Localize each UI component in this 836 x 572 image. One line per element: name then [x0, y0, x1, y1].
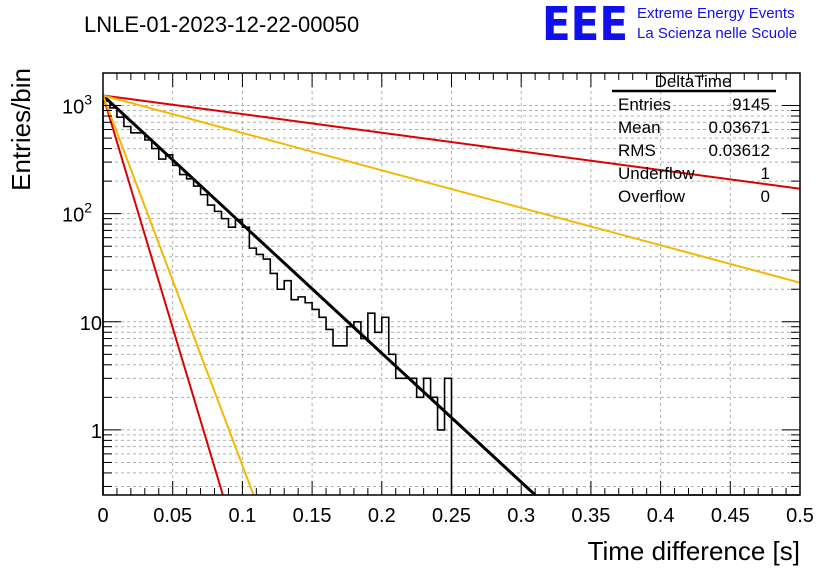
x-axis-label: Time difference [s]: [588, 536, 800, 566]
stats-label: Entries: [618, 95, 671, 114]
y-axis-label: Entries/bin: [6, 68, 36, 191]
stats-label: RMS: [618, 141, 656, 160]
histogram-outline: [102, 100, 800, 496]
stats-value: 9145: [732, 95, 770, 114]
y-tick-label: 103: [62, 92, 92, 119]
x-tick-label: 0.1: [228, 505, 256, 527]
x-tick-label: 0.5: [786, 505, 814, 527]
fit-line-0: [103, 94, 537, 495]
y-tick-label: 1: [91, 421, 102, 443]
logo-mark: EEE: [542, 0, 628, 51]
fit-line-2: [103, 94, 800, 284]
y-tick-label: 10: [80, 313, 102, 335]
x-tick-label: 0.2: [368, 505, 396, 527]
histogram-bars: [102, 100, 800, 496]
stats-box: DeltaTime Entries 9145 Mean 0.03671 RMS 0.036…: [612, 72, 776, 206]
stats-label: Mean: [618, 118, 661, 137]
x-tick-label: 0.3: [507, 505, 535, 527]
stats-name: DeltaTime: [655, 72, 732, 91]
eee-logo: EEE Extreme Energy Events La Scienza nel…: [542, 0, 797, 51]
fit-lines: [103, 94, 800, 495]
x-tick-label: 0.4: [647, 505, 675, 527]
y-tick-label: 102: [62, 200, 92, 227]
stats-value: 0: [761, 187, 770, 206]
x-tick-label: 0.25: [432, 505, 471, 527]
stats-value: 1: [761, 164, 770, 183]
x-tick-label: 0.45: [711, 505, 750, 527]
tick-labels: 0 0.05 0.1 0.15 0.2 0.25 0.3 0.35 0.4 0.45 0.51101…: [62, 92, 814, 527]
logo-line1: Extreme Energy Events: [637, 5, 795, 22]
x-tick-label: 0.35: [571, 505, 610, 527]
x-tick-label: 0.05: [153, 505, 192, 527]
x-tick-label: 0: [97, 505, 108, 527]
fit-line-1: [103, 94, 800, 190]
chart-title: LNLE-01-2023-12-22-00050: [84, 12, 359, 37]
fit-line-3: [103, 95, 224, 495]
fit-line-4: [103, 95, 255, 495]
logo-line2: La Scienza nelle Scuole: [637, 25, 797, 42]
stats-label: Overflow: [618, 187, 686, 206]
stats-value: 0.03612: [709, 141, 770, 160]
stats-label: Underflow: [618, 164, 695, 183]
axis-ticks: [102, 72, 801, 495]
stats-value: 0.03671: [709, 118, 770, 137]
x-tick-label: 0.15: [293, 505, 332, 527]
